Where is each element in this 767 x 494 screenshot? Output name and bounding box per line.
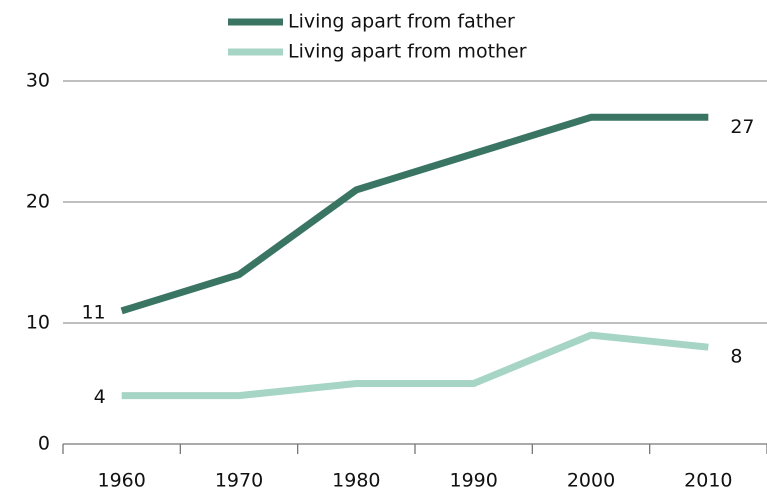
y-tick-label: 10 — [26, 312, 50, 334]
x-tick-label: 2010 — [684, 470, 732, 492]
x-tick-label: 1960 — [97, 470, 145, 492]
line-series — [120, 113, 709, 315]
data-label: 4 — [94, 386, 106, 408]
legend-label: Living apart from father — [288, 11, 515, 33]
x-tick-label: 1970 — [215, 470, 263, 492]
legend-label: Living apart from mother — [288, 41, 527, 63]
y-tick-label: 0 — [38, 433, 50, 455]
x-tick-label: 1990 — [449, 470, 497, 492]
y-tick-label: 30 — [26, 70, 50, 92]
data-label: 27 — [730, 116, 754, 138]
data-label: 11 — [81, 301, 105, 323]
x-tick-label: 1980 — [332, 470, 380, 492]
line-series — [121, 331, 709, 400]
y-tick-label: 20 — [26, 191, 50, 213]
data-label: 8 — [730, 346, 742, 368]
x-tick-label: 2000 — [567, 470, 615, 492]
